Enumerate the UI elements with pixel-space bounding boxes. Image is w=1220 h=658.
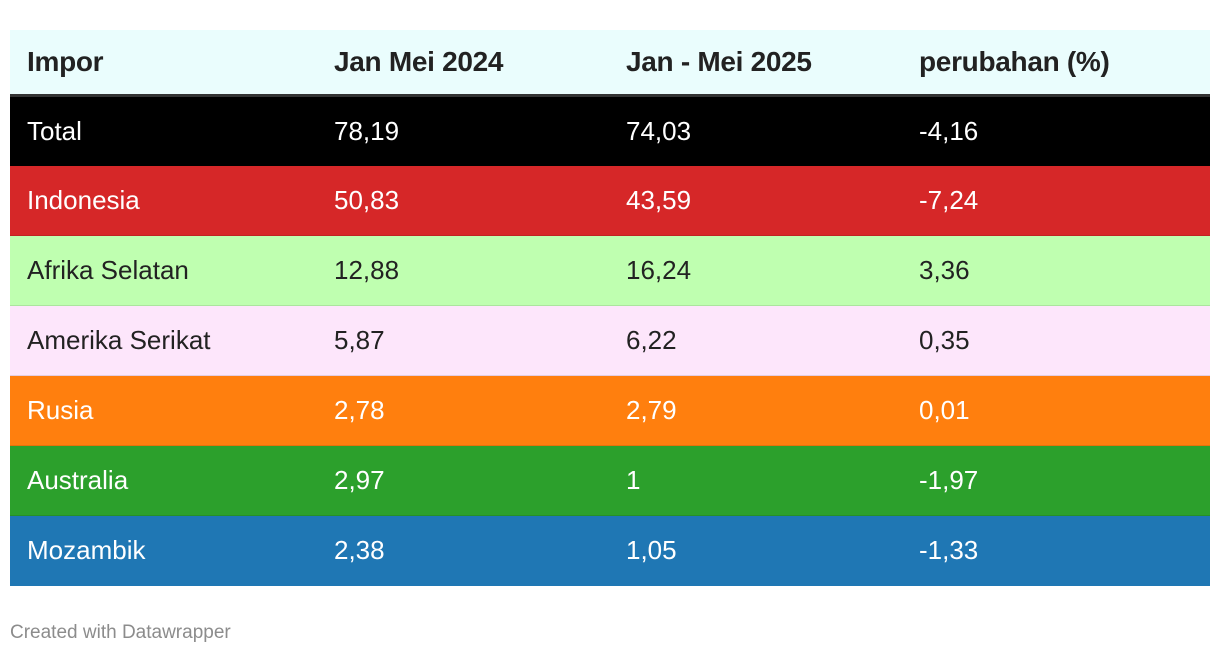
value-2024-cell: 78,19 [317, 95, 609, 166]
value-2024-cell: 2,78 [317, 375, 609, 446]
value-2025-cell: 2,79 [609, 375, 902, 446]
column-header-jan-mei-2025[interactable]: Jan - Mei 2025 [609, 30, 902, 97]
value-2024-cell: 2,38 [317, 515, 609, 586]
value-2025-cell: 1,05 [609, 515, 902, 586]
change-percent-cell: -7,24 [902, 165, 1210, 236]
table-row: Amerika Serikat 5,87 6,22 0,35 [10, 305, 1210, 376]
change-percent-cell: -1,97 [902, 445, 1210, 516]
change-percent-cell: 0,35 [902, 305, 1210, 376]
table-header: Impor Jan Mei 2024 Jan - Mei 2025 peruba… [10, 30, 1210, 97]
value-2024-cell: 2,97 [317, 445, 609, 516]
change-percent-cell: 0,01 [902, 375, 1210, 446]
change-percent-cell: 3,36 [902, 235, 1210, 306]
country-cell: Indonesia [10, 165, 317, 236]
value-2024-cell: 50,83 [317, 165, 609, 236]
country-cell: Amerika Serikat [10, 305, 317, 376]
table-row: Total 78,19 74,03 -4,16 [10, 95, 1210, 166]
datawrapper-credit[interactable]: Created with Datawrapper [10, 622, 231, 643]
column-header-jan-mei-2024[interactable]: Jan Mei 2024 [317, 30, 609, 97]
country-cell: Total [10, 95, 317, 166]
value-2024-cell: 5,87 [317, 305, 609, 376]
value-2024-cell: 12,88 [317, 235, 609, 306]
value-2025-cell: 16,24 [609, 235, 902, 306]
country-cell: Mozambik [10, 515, 317, 586]
value-2025-cell: 1 [609, 445, 902, 516]
table-row: Mozambik 2,38 1,05 -1,33 [10, 515, 1210, 586]
datawrapper-table-container: Impor Jan Mei 2024 Jan - Mei 2025 peruba… [10, 30, 1210, 586]
table-row: Australia 2,97 1 -1,97 [10, 445, 1210, 516]
table-body: Total 78,19 74,03 -4,16 Indonesia 50,83 43,59-… [10, 95, 1210, 586]
country-cell: Australia [10, 445, 317, 516]
column-header-perubahan[interactable]: perubahan (%) [902, 30, 1210, 97]
table-row: Rusia 2,78 2,79 0,01 [10, 375, 1210, 446]
country-cell: Afrika Selatan [10, 235, 317, 306]
value-2025-cell: 43,59 [609, 165, 902, 236]
column-header-impor[interactable]: Impor [10, 30, 317, 97]
change-percent-cell: -4,16 [902, 95, 1210, 166]
country-cell: Rusia [10, 375, 317, 446]
header-row: Impor Jan Mei 2024 Jan - Mei 2025 peruba… [10, 30, 1210, 97]
import-table: Impor Jan Mei 2024 Jan - Mei 2025 peruba… [10, 30, 1210, 586]
change-percent-cell: -1,33 [902, 515, 1210, 586]
table-row: Afrika Selatan 12,88 16,24 3,36 [10, 235, 1210, 306]
value-2025-cell: 74,03 [609, 95, 902, 166]
table-row: Indonesia 50,83 43,59 -7,24 [10, 165, 1210, 236]
value-2025-cell: 6,22 [609, 305, 902, 376]
